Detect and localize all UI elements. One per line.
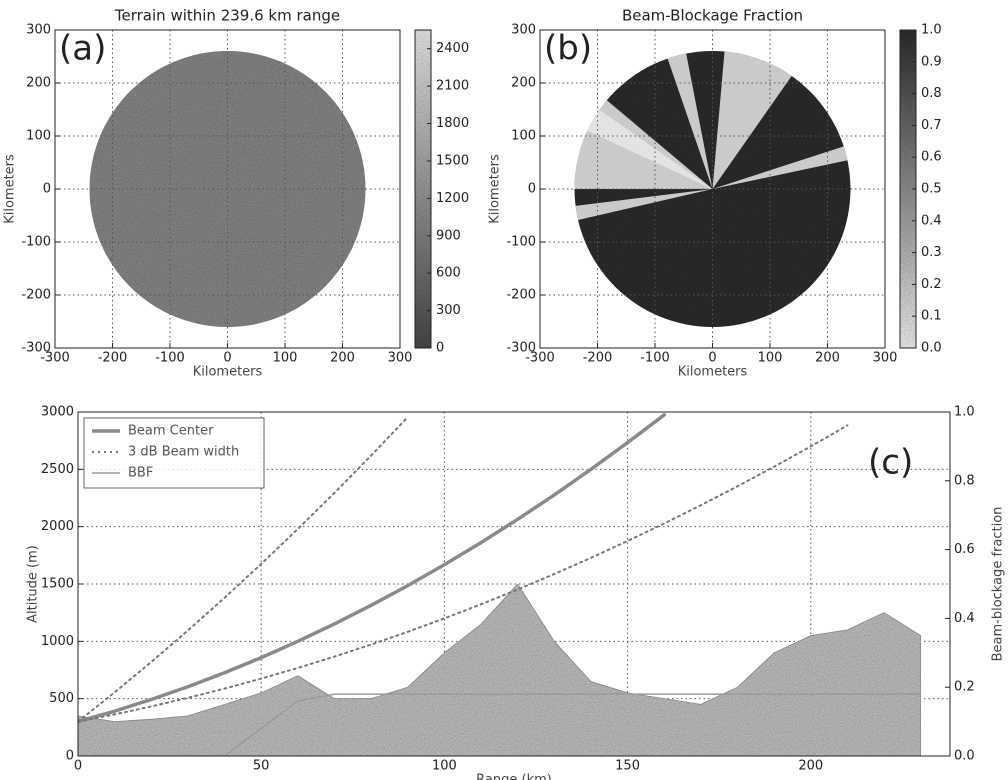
colorbar-tick-label: 0.5 [921, 182, 942, 197]
y-tick-label: 0 [66, 749, 74, 764]
colorbar-tick-label: 1800 [436, 116, 469, 131]
y-axis-label: Kilometers [3, 154, 18, 224]
legend-label: 3 dB Beam width [128, 445, 239, 460]
x-tick-label: 0 [74, 759, 82, 774]
y-tick-label: 500 [49, 691, 74, 706]
x-tick-label: -100 [155, 351, 185, 366]
y2-tick-label: 0.2 [954, 680, 975, 695]
x-axis-label: Kilometers [193, 365, 263, 380]
colorbar-tick-label: 0.1 [921, 309, 942, 324]
colorbar-tick-label: 0.7 [921, 118, 942, 133]
legend-label: Beam Center [128, 424, 214, 439]
y-tick-label: 0 [43, 182, 51, 197]
y-tick-label: -300 [21, 341, 51, 356]
y2-tick-label: 0.0 [954, 749, 975, 764]
colorbar-tick-label: 0 [436, 341, 444, 356]
y-tick-label: 3000 [41, 405, 74, 420]
panel-label: (a) [59, 29, 106, 69]
y-tick-label: 1000 [41, 634, 74, 649]
terrain-area [78, 584, 921, 756]
chart-title: Beam-Blockage Fraction [622, 7, 803, 25]
colorbar-tick-label: 2100 [436, 79, 469, 94]
y2-tick-label: 0.4 [954, 611, 975, 626]
colorbar-tick-label: 1200 [436, 191, 469, 206]
y2-axis-label: Beam-blockage fraction [991, 507, 1006, 662]
colorbar-tick-label: 0.9 [921, 54, 942, 69]
y-tick-label: 100 [511, 129, 536, 144]
y2-tick-label: 0.8 [954, 473, 975, 488]
colorbar-tick-label: 0.0 [921, 341, 942, 356]
x-tick-label: 0 [223, 351, 231, 366]
colorbar-tick-label: 0.4 [921, 213, 942, 228]
colorbar-tick-label: 900 [436, 228, 461, 243]
y-axis-label: Altitude (m) [26, 545, 41, 623]
y2-tick-label: 1.0 [954, 405, 975, 420]
x-tick-label: 200 [798, 759, 823, 774]
x-tick-label: 100 [758, 351, 783, 366]
figure: -300 -200 -100 0 100 200 300 -300 -200 -100 0 100 20… [0, 0, 1008, 780]
panel-label: (b) [544, 29, 592, 69]
y-tick-label: -100 [21, 235, 51, 250]
panel-label: (c) [868, 443, 913, 483]
y-tick-label: 1500 [41, 577, 74, 592]
x-tick-label: 150 [615, 759, 640, 774]
x-axis-label: Kilometers [678, 365, 748, 380]
x-tick-label: 200 [815, 351, 840, 366]
y-tick-label: 2000 [41, 519, 74, 534]
y-tick-label: 200 [26, 76, 51, 91]
y-tick-label: -200 [21, 288, 51, 303]
x-tick-label: -200 [583, 351, 613, 366]
y-tick-label: 0 [528, 182, 536, 197]
colorbar [415, 30, 431, 348]
colorbar-tick-label: 2400 [436, 41, 469, 56]
colorbar-tick-label: 0.3 [921, 245, 942, 260]
colorbar-tick-label: 0.6 [921, 150, 942, 165]
y-tick-label: -200 [506, 288, 536, 303]
colorbar-tick-label: 0.2 [921, 277, 942, 292]
y-axis-label: Kilometers [488, 154, 503, 224]
x-tick-label: 300 [873, 351, 898, 366]
x-tick-label: 100 [432, 759, 457, 774]
x-tick-label: 50 [253, 759, 270, 774]
legend-label: BBF [128, 466, 153, 481]
y2-tick-label: 0.6 [954, 542, 975, 557]
x-tick-label: 200 [330, 351, 355, 366]
colorbar-tick-label: 300 [436, 303, 461, 318]
x-tick-label: 0 [708, 351, 716, 366]
x-tick-label: 100 [273, 351, 298, 366]
y-tick-label: 100 [26, 129, 51, 144]
y-tick-label: 300 [26, 23, 51, 38]
chart-title: Terrain within 239.6 km range [114, 7, 340, 25]
x-tick-label: -200 [98, 351, 128, 366]
colorbar-tick-label: 1500 [436, 153, 469, 168]
x-tick-label: 300 [388, 351, 413, 366]
x-tick-label: -100 [640, 351, 670, 366]
colorbar-tick-label: 600 [436, 266, 461, 281]
x-axis-label: Range (km) [476, 773, 552, 780]
y-tick-label: -100 [506, 235, 536, 250]
colorbar-tick-label: 0.8 [921, 86, 942, 101]
y-tick-label: 300 [511, 23, 536, 38]
y-tick-label: -300 [506, 341, 536, 356]
colorbar-tick-label: 1.0 [921, 23, 942, 38]
y-tick-label: 200 [511, 76, 536, 91]
y-tick-label: 2500 [41, 462, 74, 477]
